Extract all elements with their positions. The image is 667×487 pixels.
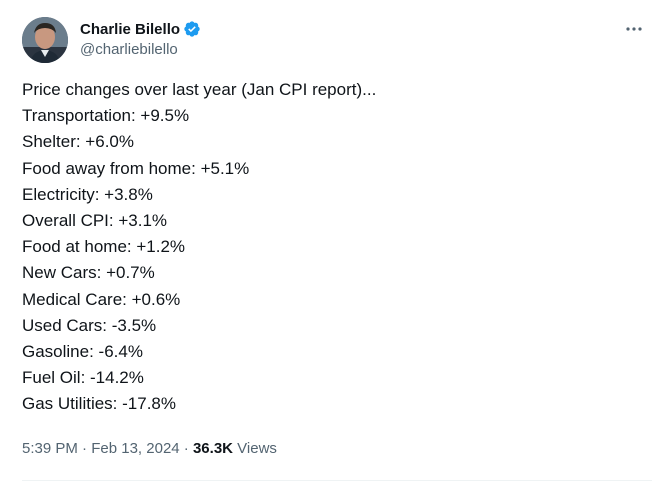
meta-separator: · [183, 440, 189, 457]
display-name[interactable]: Charlie Bilello [80, 20, 181, 38]
tweet-line: Medical Care: +0.6% [22, 289, 181, 309]
avatar[interactable] [22, 17, 68, 63]
author-names: Charlie Bilello @charliebilello [80, 19, 201, 58]
tweet-line: Shelter: +6.0% [22, 132, 134, 152]
tweet-header: Charlie Bilello @charliebilello [22, 17, 652, 65]
tweet-line: Gasoline: -6.4% [22, 342, 143, 362]
more-horizontal-icon [626, 27, 642, 31]
avatar-image [22, 17, 68, 63]
tweet-line: Food away from home: +5.1% [22, 158, 250, 178]
more-options-button[interactable] [624, 21, 644, 37]
display-name-row: Charlie Bilello [80, 19, 201, 39]
divider [22, 480, 652, 481]
tweet-line: Gas Utilities: -17.8% [22, 394, 176, 414]
tweet-line: New Cars: +0.7% [22, 263, 155, 283]
meta-separator: · [82, 440, 88, 457]
tweet-line: Food at home: +1.2% [22, 237, 186, 257]
tweet-date[interactable]: Feb 13, 2024 [91, 440, 180, 457]
tweet-line: Electricity: +3.8% [22, 184, 153, 204]
views-label: Views [237, 440, 277, 457]
tweet-text: Price changes over last year (Jan CPI re… [22, 77, 642, 418]
tweet-line: Transportation: +9.5% [22, 106, 190, 126]
author-handle[interactable]: @charliebilello [80, 41, 178, 58]
verified-badge-icon [183, 20, 201, 38]
tweet-meta: 5:39 PM · Feb 13, 2024 · 36.3K Views [22, 440, 277, 457]
tweet-line: Price changes over last year (Jan CPI re… [22, 80, 377, 99]
tweet-line: Overall CPI: +3.1% [22, 211, 168, 231]
tweet-line: Fuel Oil: -14.2% [22, 368, 144, 388]
views-count: 36.3K [192, 440, 233, 457]
tweet-line: Used Cars: -3.5% [22, 315, 157, 335]
tweet-time[interactable]: 5:39 PM [22, 440, 78, 457]
